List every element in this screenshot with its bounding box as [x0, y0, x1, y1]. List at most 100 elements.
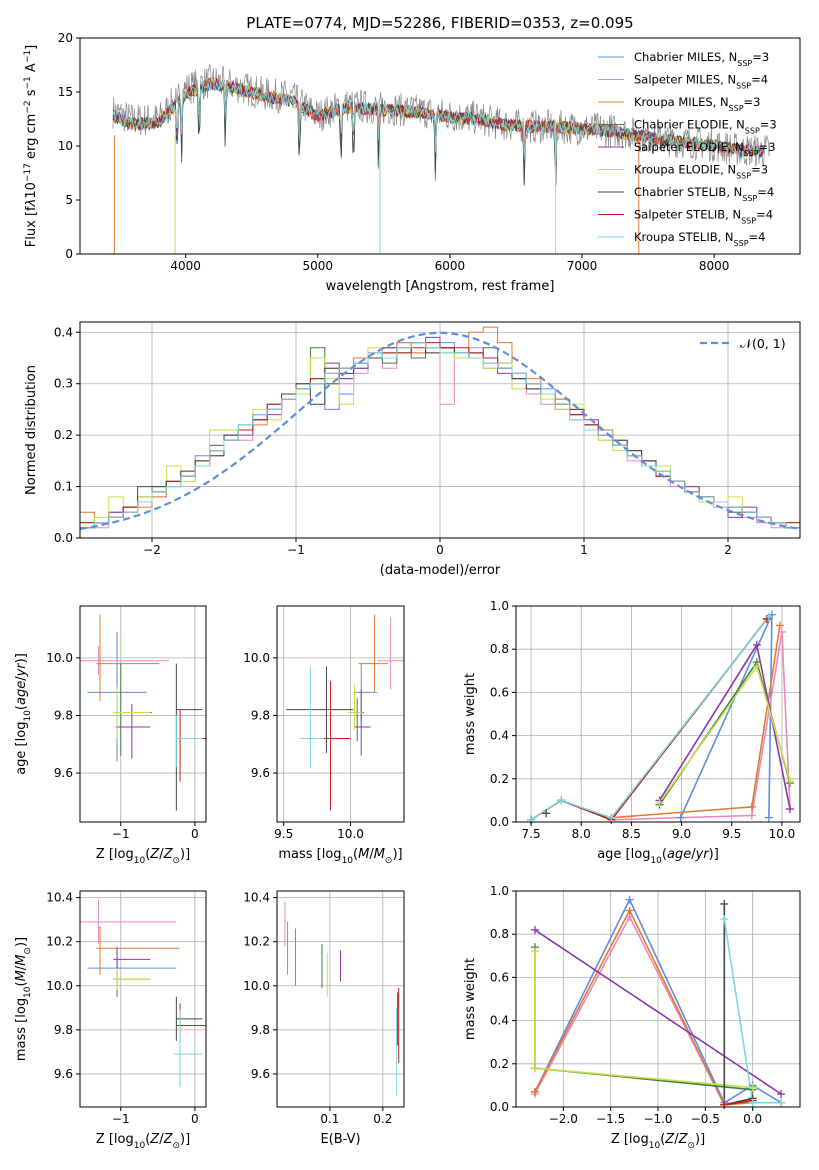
y-tick-label: 10	[58, 139, 73, 153]
y-tick-label: 10.0	[243, 979, 270, 993]
y-tick-label: 0.4	[54, 325, 73, 339]
x-tick-label: 6000	[435, 259, 466, 273]
model-spectrum-kroupa_stelib	[112, 77, 765, 162]
x-tick-label: 7.5	[522, 827, 541, 841]
x-tick-label: 7000	[567, 259, 598, 273]
y-tick-label: 10.4	[243, 891, 270, 905]
x-axis-label: Z [log10(Z/Z⊙)]	[96, 1132, 190, 1151]
x-tick-label: −1	[112, 1112, 130, 1126]
y-tick-label: 9.6	[251, 766, 270, 780]
x-tick-label: 9.5	[274, 827, 293, 841]
y-tick-label: 15	[58, 85, 73, 99]
axes-frame	[79, 605, 207, 823]
legend-label-salpeter_miles: Salpeter MILES, NSSP=4	[634, 73, 768, 91]
y-tick-label: 5	[65, 193, 73, 207]
y-axis-label: Normed distribution	[24, 365, 39, 495]
legend-label-chabrier_miles: Chabrier MILES, NSSP=3	[634, 50, 769, 68]
figure-title: PLATE=0774, MJD=52286, FIBERID=0353, z=0…	[246, 14, 633, 32]
panel-residuals: −2 −1 0 1 2 0.0 0.1 0.2 0.3 0.4 (data-model)/error…	[24, 321, 801, 578]
y-tick-label: 1.0	[490, 884, 509, 898]
y-tick-label: 0.4	[490, 729, 509, 743]
y-tick-label: 0.4	[490, 1014, 509, 1028]
y-tick-label: 0.0	[490, 815, 509, 829]
x-tick-label: 2	[724, 543, 732, 557]
y-tick-label: 9.6	[54, 766, 73, 780]
x-tick-label: 9.0	[672, 827, 691, 841]
mass-weight-line-kroupa_miles	[534, 908, 753, 1106]
plot-area	[80, 614, 206, 811]
y-tick-label: 10.0	[46, 651, 73, 665]
legend-label-kroupa_stelib: Kroupa STELIB, NSSP=4	[634, 230, 765, 248]
axes-frame	[276, 890, 405, 1108]
panel-massweight_vs_Z: −2.0 −1.5 −1.0 −0.5 0.0 0.0 0.2 0.4 0.6 0.8 1.0 Z […	[463, 884, 801, 1151]
y-tick-label: 0.6	[490, 970, 509, 984]
panel-age_vs_mass: 9.5 10.0 9.6 9.8 10.0 mass [log10(M/M⊙)]	[243, 605, 405, 866]
y-tick-label: 10.4	[46, 891, 73, 905]
gaussian-curve	[80, 331, 800, 531]
x-tick-label: −2.0	[549, 1112, 578, 1126]
y-tick-label: 0.8	[490, 927, 509, 941]
x-tick-label: 0.2	[373, 1112, 392, 1126]
y-tick-label: 10.0	[243, 651, 270, 665]
plot-area	[80, 899, 206, 1088]
x-axis-label: mass [log10(M/M⊙)]	[278, 847, 402, 866]
y-tick-label: 9.8	[251, 708, 270, 722]
panel-mass_vs_Z: −1 0 9.6 9.8 10.0 10.2 10.4 Z [log10(Z/Z⊙)] mass…	[14, 890, 207, 1151]
x-tick-label: 4000	[170, 259, 201, 273]
y-axis-label: Flux [fλ10−17 erg cm−2 s−1 A−1]	[23, 45, 39, 247]
x-axis-label: Z [log10(Z/Z⊙)]	[96, 847, 190, 866]
axes-frame	[276, 605, 405, 823]
y-tick-label: 0.0	[54, 531, 73, 545]
y-tick-label: 0.2	[490, 1057, 509, 1071]
x-axis-label: age [log10(age/yr)]	[597, 847, 719, 866]
x-tick-label: 0	[191, 827, 199, 841]
y-tick-label: 0	[65, 247, 73, 261]
x-axis-label: E(B-V)	[320, 1132, 360, 1147]
x-tick-label: −2	[143, 543, 161, 557]
y-tick-label: 0.2	[490, 772, 509, 786]
y-axis-label: mass [log10(M/M⊙)]	[14, 937, 33, 1061]
x-axis-label: (data-model)/error	[380, 563, 501, 578]
y-axis-label: age [log10(age/yr)]	[14, 653, 33, 775]
y-tick-label: 9.6	[54, 1067, 73, 1081]
axes-frame	[515, 605, 801, 823]
y-tick-label: 0.2	[54, 428, 73, 442]
plot-area	[286, 614, 404, 811]
x-axis-label: wavelength [Angstrom, rest frame]	[326, 279, 555, 294]
legend-label-chabrier_elodie: Chabrier ELODIE, NSSP=3	[634, 118, 777, 136]
legend-label-kroupa_elodie: Kroupa ELODIE, NSSP=3	[634, 163, 768, 181]
plot-area	[284, 902, 400, 1096]
legend-label-chabrier_stelib: Chabrier STELIB, NSSP=4	[634, 185, 774, 203]
plot-area	[80, 326, 800, 538]
y-tick-label: 0.0	[490, 1100, 509, 1114]
y-tick-label: 9.6	[251, 1067, 270, 1081]
panel-spectrum: 4000 5000 6000 7000 8000 0 5 10 15 20 wavelength […	[23, 31, 801, 294]
legend-gaussian-label: 𝒩(0, 1)	[740, 336, 786, 351]
y-tick-label: 0.8	[490, 642, 509, 656]
x-tick-label: −1	[287, 543, 305, 557]
x-axis-label: Z [log10(Z/Z⊙)]	[611, 1132, 705, 1151]
y-tick-label: 1.0	[490, 599, 509, 613]
y-tick-label: 0.6	[490, 685, 509, 699]
y-axis-label: mass weight	[463, 673, 478, 755]
histogram-kroupa_stelib	[80, 342, 800, 538]
y-tick-label: 9.8	[54, 1023, 73, 1037]
plot-area	[112, 63, 770, 254]
legend-label-salpeter_elodie: Salpeter ELODIE, NSSP=3	[634, 140, 776, 158]
y-tick-label: 9.8	[251, 1023, 270, 1037]
x-tick-label: −1.0	[643, 1112, 672, 1126]
x-tick-label: 8000	[699, 259, 730, 273]
x-tick-label: 1	[580, 543, 588, 557]
x-tick-label: 9.5	[722, 827, 741, 841]
panel-massweight_vs_age: 7.5 8.0 8.5 9.0 9.5 10.0 0.0 0.2 0.4 0.6 0.8 1.0 age…	[463, 599, 801, 866]
panel-mass_vs_ebv: 0.1 0.2 9.6 9.8 10.0 10.2 10.4 E(B-V)	[243, 890, 405, 1147]
x-tick-label: 8.0	[572, 827, 591, 841]
y-tick-label: 9.8	[54, 708, 73, 722]
x-tick-label: −1	[112, 827, 130, 841]
x-tick-label: 10.0	[337, 827, 364, 841]
x-tick-label: 0.0	[743, 1112, 762, 1126]
y-tick-label: 20	[58, 31, 73, 45]
